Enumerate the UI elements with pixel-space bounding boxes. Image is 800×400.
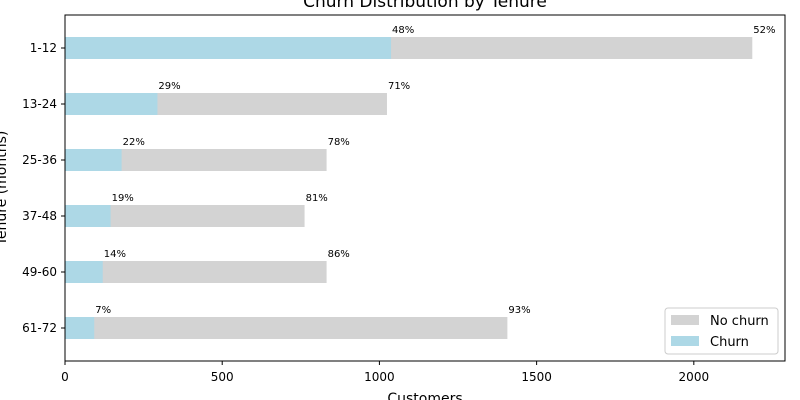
y-tick-label-1-12: 1-12 bbox=[30, 41, 57, 55]
x-tick-label-1500: 1500 bbox=[521, 370, 552, 384]
y-tick-label-25-36: 25-36 bbox=[22, 153, 57, 167]
y-tick-label-49-60: 49-60 bbox=[22, 265, 57, 279]
y-axis: 1-12 13-24 25-36 37-48 49-60 61-72 bbox=[22, 41, 65, 335]
plot-area: 48% 52% 29% 71% 22% 78% 19% 81% 14% 86% 7% 93% bbox=[64, 14, 786, 362]
pct-label-churn-37-48: 19% bbox=[112, 193, 134, 204]
bar-churn-49-60 bbox=[65, 261, 103, 283]
legend-label-no-churn: No churn bbox=[710, 314, 769, 329]
x-axis: 0 500 1000 1500 2000 bbox=[61, 361, 709, 384]
x-tick-label-0: 0 bbox=[61, 370, 69, 384]
bar-no-churn-37-48 bbox=[65, 205, 305, 227]
legend-label-churn: Churn bbox=[710, 335, 749, 350]
legend-swatch-churn bbox=[671, 336, 699, 346]
bar-churn-61-72 bbox=[65, 317, 95, 339]
bars-layer bbox=[65, 37, 753, 339]
pct-label-no-churn-13-24: 71% bbox=[388, 81, 410, 92]
plot-frame bbox=[64, 14, 786, 362]
bar-no-churn-25-36 bbox=[65, 149, 327, 171]
pct-label-churn-49-60: 14% bbox=[104, 249, 126, 260]
bar-churn-25-36 bbox=[65, 149, 122, 171]
pct-label-churn-25-36: 22% bbox=[123, 137, 145, 148]
x-axis-title: Customers bbox=[387, 391, 462, 400]
bar-churn-37-48 bbox=[65, 205, 111, 227]
y-tick-label-13-24: 13-24 bbox=[22, 97, 57, 111]
x-tick-label-500: 500 bbox=[211, 370, 234, 384]
pct-label-no-churn-25-36: 78% bbox=[328, 137, 350, 148]
pct-label-churn-61-72: 7% bbox=[95, 305, 111, 316]
bar-no-churn-49-60 bbox=[65, 261, 327, 283]
y-tick-label-61-72: 61-72 bbox=[22, 321, 57, 335]
pct-label-no-churn-37-48: 81% bbox=[306, 193, 328, 204]
chart-title: Churn Distribution by Tenure bbox=[303, 0, 547, 12]
percent-labels-layer: 48% 52% 29% 71% 22% 78% 19% 81% 14% 86% 7% 93% bbox=[95, 25, 775, 316]
pct-label-no-churn-1-12: 52% bbox=[753, 25, 775, 36]
pct-label-no-churn-49-60: 86% bbox=[328, 249, 350, 260]
pct-label-churn-13-24: 29% bbox=[158, 81, 180, 92]
legend: No churn Churn bbox=[664, 307, 779, 355]
bar-churn-13-24 bbox=[65, 93, 158, 115]
pct-label-churn-1-12: 48% bbox=[392, 25, 414, 36]
x-tick-label-1000: 1000 bbox=[364, 370, 395, 384]
legend-swatch-no-churn bbox=[671, 315, 699, 325]
pct-label-no-churn-61-72: 93% bbox=[508, 305, 530, 316]
x-tick-label-2000: 2000 bbox=[679, 370, 710, 384]
y-axis-title: Tenure (months) bbox=[0, 131, 10, 247]
y-tick-label-37-48: 37-48 bbox=[22, 209, 57, 223]
bar-churn-1-12 bbox=[65, 37, 392, 59]
bar-no-churn-61-72 bbox=[65, 317, 508, 339]
